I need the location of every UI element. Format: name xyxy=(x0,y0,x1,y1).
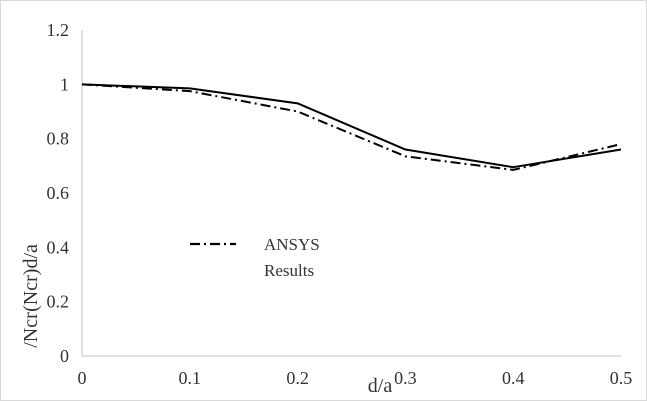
y-tick-label: 1.2 xyxy=(47,20,70,40)
y-tick-label: 0.8 xyxy=(47,129,70,149)
y-axis-title: (Ncr)d/a xyxy=(20,244,42,312)
x-tick-label: 0.2 xyxy=(286,368,309,388)
y-tick-label: 0.6 xyxy=(47,183,70,203)
x-tick-label: 0.1 xyxy=(179,368,202,388)
legend-label-ansys-2: Results xyxy=(264,261,314,280)
x-tick-label: 0.4 xyxy=(502,368,525,388)
series-line-ansys xyxy=(81,83,622,171)
y-tick-label: 1 xyxy=(60,74,69,94)
x-tick-label: 0.5 xyxy=(610,368,633,388)
legend-label-ansys-1: ANSYS xyxy=(264,235,320,254)
y-tick-labels: 0 0.2 0.4 0.6 0.8 1 1.2 xyxy=(47,20,70,366)
x-tick-label: 0 xyxy=(78,368,87,388)
x-tick-label: 0.3 xyxy=(394,368,417,388)
series-line-theoretical xyxy=(81,83,622,169)
series-lines xyxy=(81,83,622,171)
y-axis-title-overlap: /Ncr xyxy=(20,312,42,348)
y-tick-label: 0.2 xyxy=(47,292,70,312)
x-tick-labels: 0 0.1 0.2 0.3 0.4 0.5 xyxy=(78,368,633,388)
y-tick-label: 0.4 xyxy=(47,237,70,257)
y-tick-label: 0 xyxy=(60,346,69,366)
x-axis-title: d/a xyxy=(368,375,393,397)
legend: ANSYS Results xyxy=(190,235,320,280)
